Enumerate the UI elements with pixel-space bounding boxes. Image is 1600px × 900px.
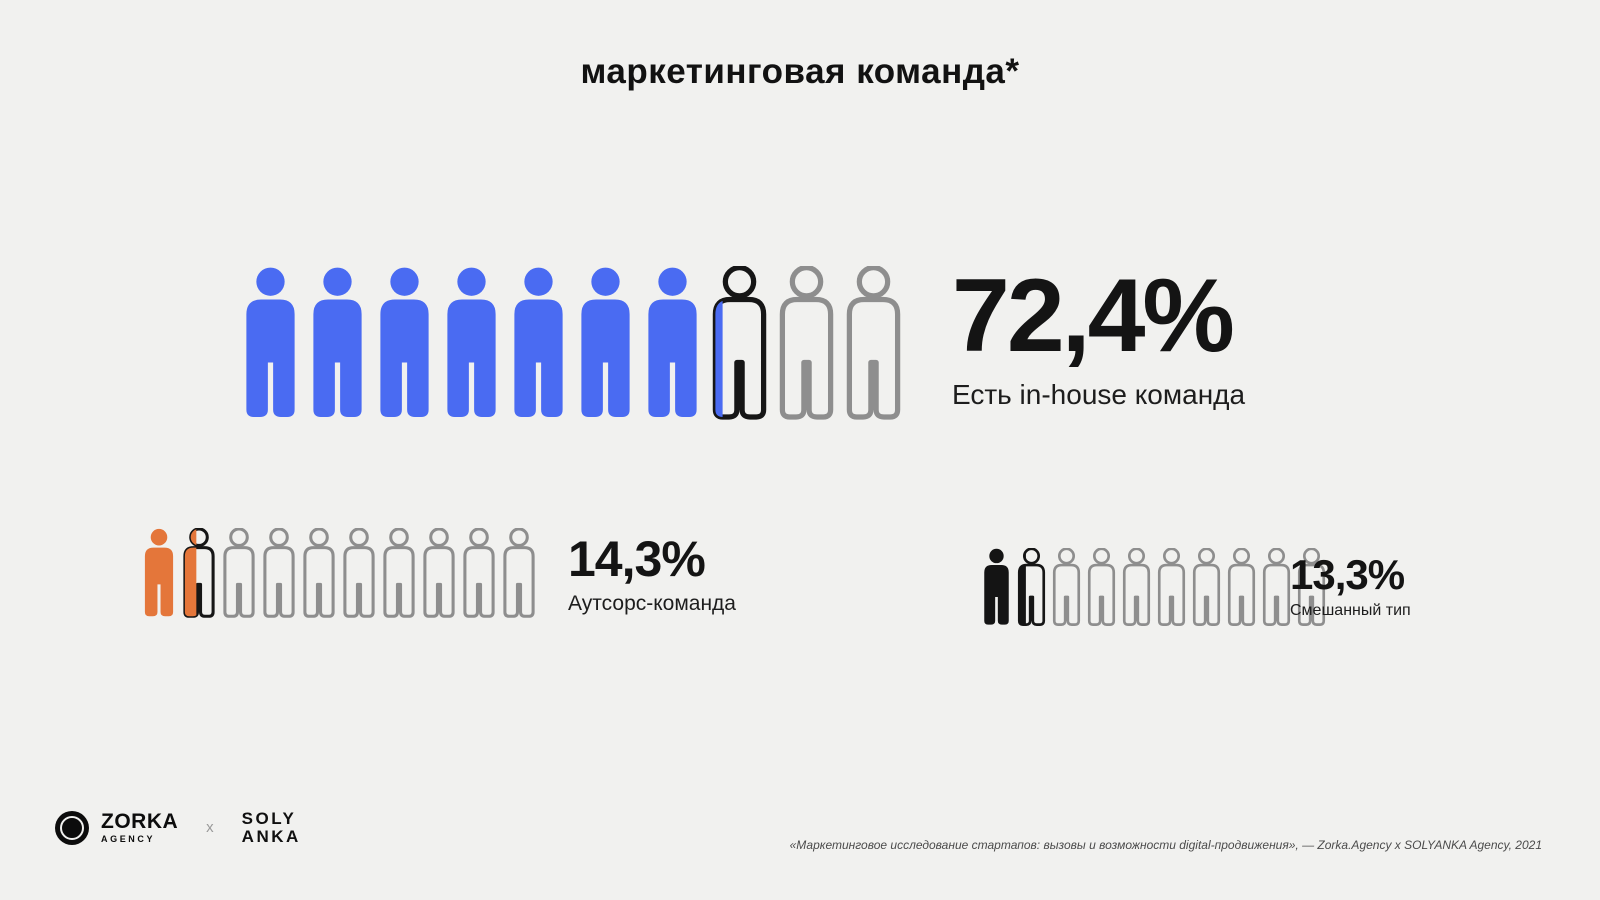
- person-icon: [460, 528, 498, 619]
- person-partial-fill: [180, 528, 197, 619]
- person-icon: [340, 528, 378, 619]
- zorka-logo-text: ZORKA: [101, 810, 179, 834]
- footer-logos: ZORKA AGENCY x SOLY ANKA: [55, 810, 301, 846]
- person-icon: [238, 266, 303, 421]
- inhouse-pictogram: [238, 266, 906, 421]
- inhouse-value: 72,4%: [952, 258, 1235, 374]
- outsource-label: Аутсорс-команда: [568, 592, 736, 615]
- solyanka-logo: SOLY ANKA: [242, 810, 301, 846]
- solyanka-logo-line1: SOLY: [241, 809, 297, 828]
- person-icon: [980, 548, 1013, 627]
- person-icon: [841, 266, 906, 421]
- person-icon: [500, 528, 538, 619]
- person-icon: [220, 528, 258, 619]
- person-partial-fill: [707, 266, 723, 421]
- page-title: маркетинговая команда*: [580, 52, 1020, 91]
- inhouse-stat: 72,4% Есть in-house команда: [952, 258, 1246, 411]
- outsource-pictogram: [140, 528, 538, 619]
- person-icon: [372, 266, 437, 421]
- person-icon: [506, 266, 571, 421]
- person-icon: [1155, 548, 1188, 627]
- logo-separator: x: [206, 819, 214, 837]
- mixed-label: Смешанный тип: [1290, 602, 1411, 620]
- outsource-stat: 14,3% Аутсорс-команда: [568, 532, 736, 616]
- mixed-value: 13,3%: [1290, 551, 1405, 598]
- person-icon: [573, 266, 638, 421]
- zorka-logo-subtext: AGENCY: [101, 834, 156, 845]
- person-icon: [1120, 548, 1153, 627]
- mixed-pictogram: [980, 548, 1328, 627]
- person-icon: [1085, 548, 1118, 627]
- person-icon: [1050, 548, 1083, 627]
- person-icon: [1015, 548, 1048, 627]
- person-icon: [260, 528, 298, 619]
- person-icon: [774, 266, 839, 421]
- outsource-value: 14,3%: [568, 531, 706, 587]
- person-icon: [420, 528, 458, 619]
- person-partial-fill: [1015, 548, 1026, 627]
- person-icon: [707, 266, 772, 421]
- person-icon: [439, 266, 504, 421]
- zorka-logo: ZORKA AGENCY: [101, 811, 178, 844]
- person-icon: [1295, 548, 1328, 627]
- person-icon: [1190, 548, 1223, 627]
- person-icon: [380, 528, 418, 619]
- mixed-stat: 13,3% Смешанный тип: [1290, 551, 1411, 620]
- inhouse-label: Есть in-house команда: [952, 379, 1246, 411]
- person-icon: [640, 266, 705, 421]
- person-icon: [180, 528, 218, 619]
- person-icon: [140, 528, 178, 619]
- source-footnote: «Маркетинговое исследование стартапов: в…: [789, 838, 1542, 852]
- zorka-logo-icon: [55, 810, 89, 845]
- person-icon: [300, 528, 338, 619]
- person-icon: [305, 266, 370, 421]
- solyanka-logo-line2: ANKA: [241, 826, 301, 846]
- person-icon: [1225, 548, 1258, 627]
- person-icon: [1260, 548, 1293, 627]
